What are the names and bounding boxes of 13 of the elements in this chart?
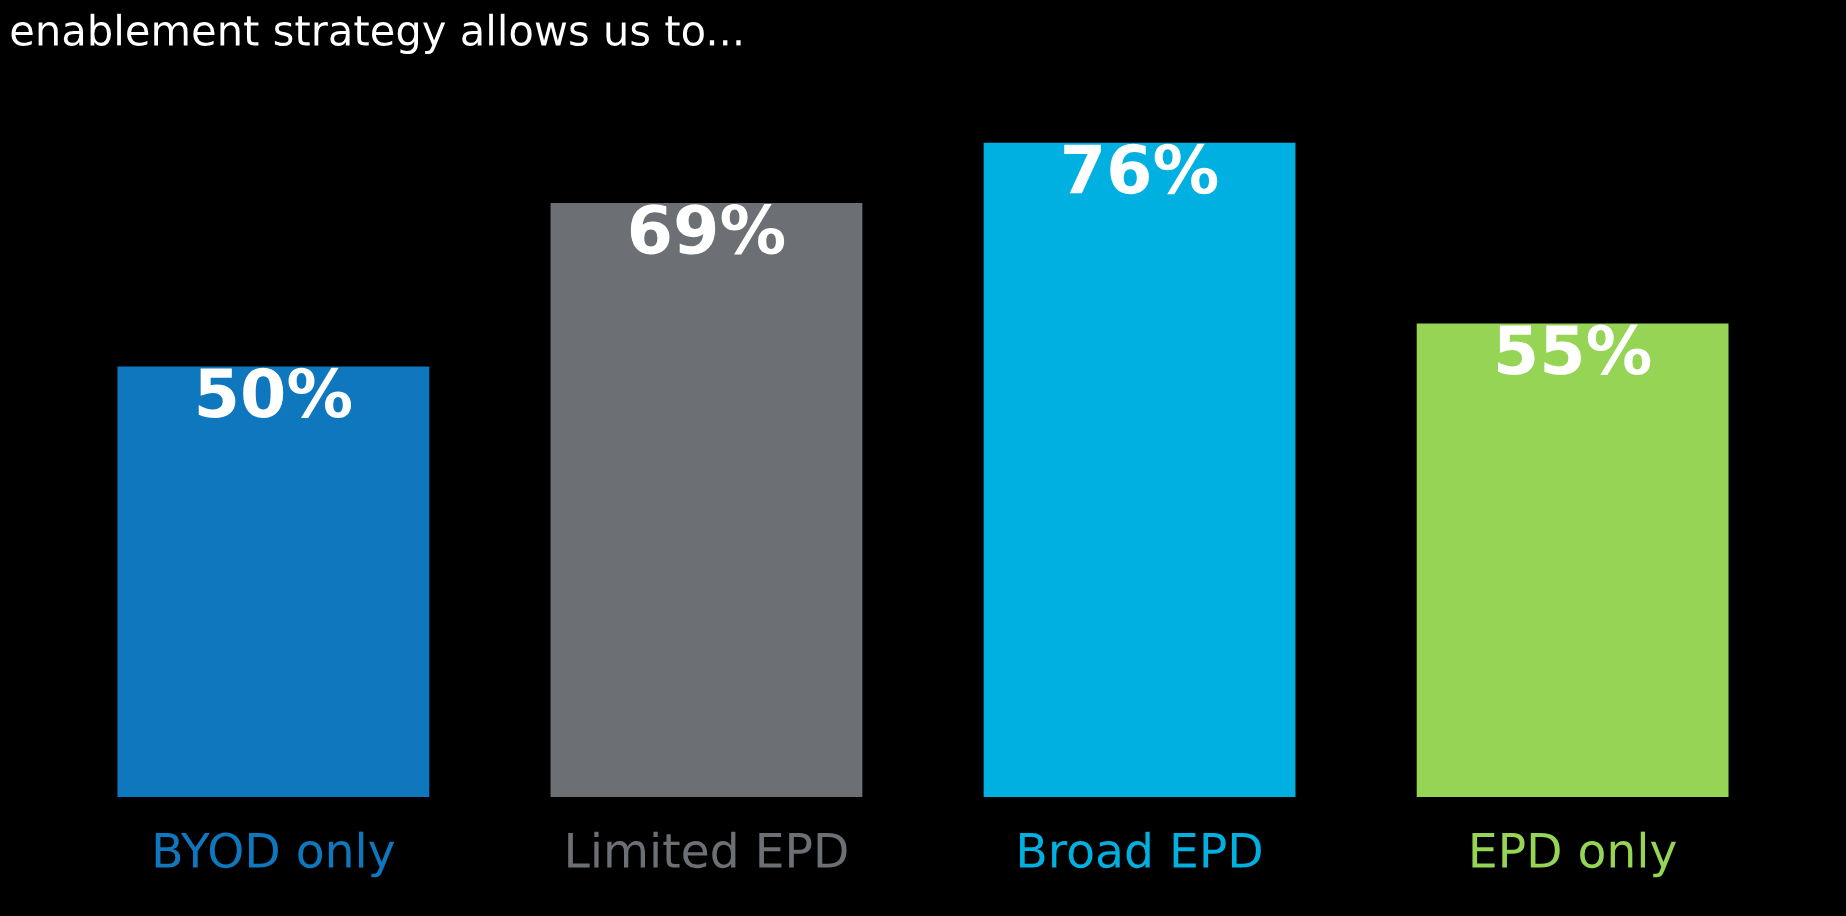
data-label: 55% — [1497, 324, 1651, 376]
data-label: 69% — [630, 204, 785, 255]
x-tick-label: Limited EPD — [568, 831, 847, 869]
bar — [550, 202, 863, 797]
x-tick-label: Broad EPD — [1020, 831, 1261, 869]
chart-title: enablement strategy allows us to... — [11, 13, 741, 55]
bar — [117, 366, 430, 797]
x-tick-label: EPD only — [1472, 831, 1676, 878]
bar — [983, 142, 1296, 797]
x-tick-label: BYOD only — [155, 831, 395, 878]
bar — [1416, 323, 1729, 797]
data-label: 50% — [198, 367, 352, 419]
data-label: 76% — [1064, 143, 1218, 195]
